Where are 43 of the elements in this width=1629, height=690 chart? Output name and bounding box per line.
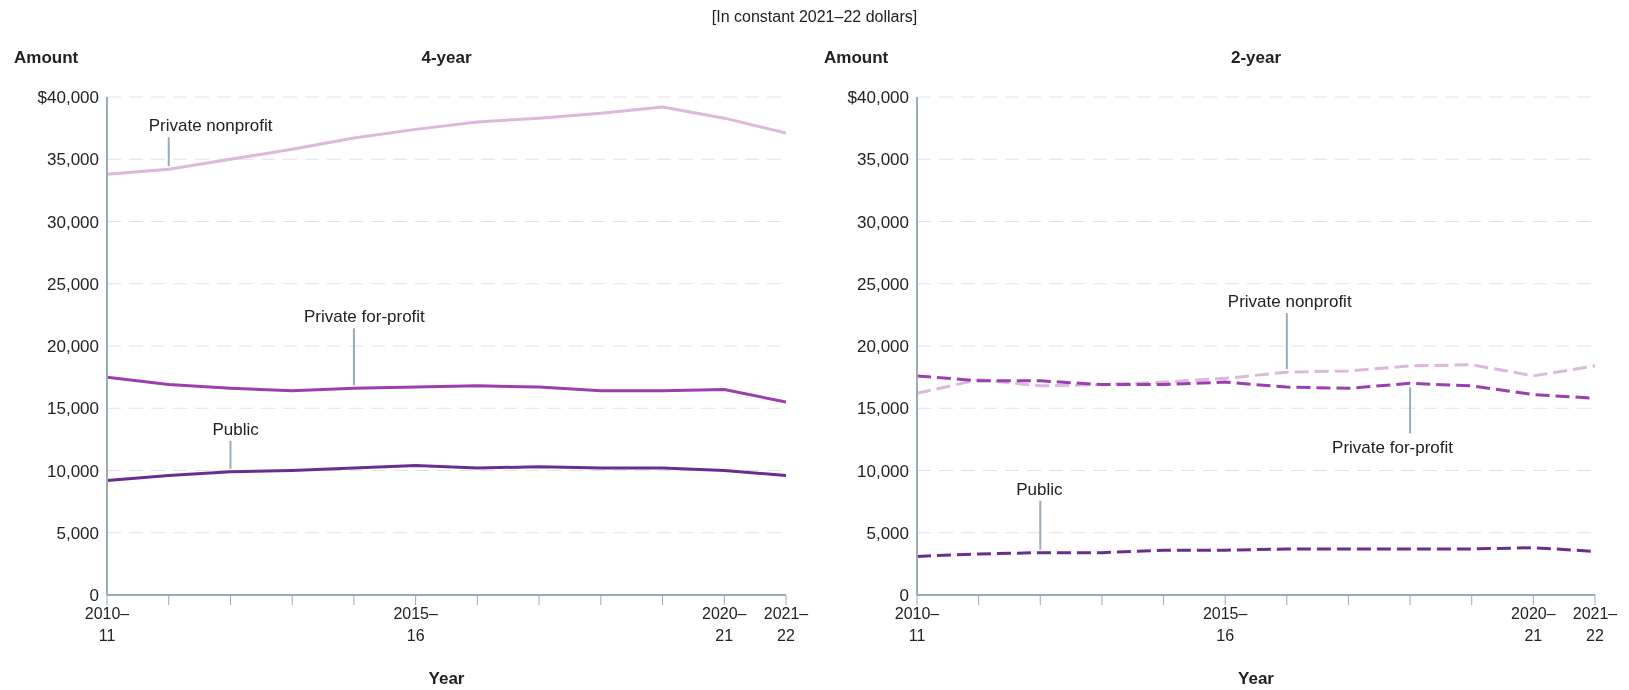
chart-subtitle: [In constant 2021–22 dollars]: [710, 8, 919, 26]
x-tick-label: 2010–11: [84, 605, 130, 644]
y-tick-label: 5,000: [866, 523, 909, 543]
text: Private nonprofit: [1227, 292, 1352, 312]
y-axis-title: Amount: [824, 48, 889, 68]
x-axis-title: Year: [428, 669, 465, 688]
y-tick-label: 30,000: [857, 212, 909, 232]
y-tick-label: 15,000: [47, 399, 99, 419]
y-tick-label: 35,000: [47, 150, 99, 170]
text: Private for-profit: [1332, 438, 1454, 458]
y-tick-label: 25,000: [47, 274, 99, 294]
y-tick-label: $40,000: [37, 88, 99, 108]
x-tick-label: 2015–16: [1202, 605, 1248, 644]
y-tick-label: 25,000: [857, 274, 909, 294]
x-tick-label: 2021–22: [763, 605, 809, 644]
y-tick-label: 10,000: [47, 461, 99, 481]
text: Public: [1016, 479, 1064, 499]
y-axis-title: Amount: [14, 48, 79, 68]
x-axis-title: Year: [1238, 669, 1275, 688]
chart-title: 2-year: [1229, 48, 1283, 68]
y-tick-label: 30,000: [47, 212, 99, 232]
y-tick-label: 20,000: [857, 337, 909, 357]
x-tick-label: 2021–22: [1572, 605, 1618, 644]
x-tick-label: 2010–11: [894, 605, 940, 644]
line-series: [917, 363, 1595, 395]
y-tick-label: 0: [89, 586, 99, 606]
series-label: Public: [212, 419, 260, 439]
x-tick-label: 2015–16: [393, 605, 438, 644]
chart-title: 4-year: [420, 48, 473, 68]
text: Private for-profit: [303, 307, 426, 327]
y-tick-label: 35,000: [857, 150, 909, 170]
y-tick-label: 10,000: [857, 461, 909, 481]
line-series: [107, 464, 786, 482]
x-tick-label: 2020–21: [702, 605, 747, 644]
line-series: [107, 105, 786, 176]
line-series: [107, 375, 786, 404]
y-tick-label: 15,000: [857, 399, 909, 419]
y-tick-label: $40,000: [847, 88, 909, 108]
x-tick-label: 2020–21: [1511, 605, 1556, 644]
y-tick-label: 0: [899, 586, 909, 606]
y-tick-label: 20,000: [47, 337, 99, 357]
series-label: Private nonprofit: [148, 116, 273, 136]
y-tick-label: 5,000: [56, 523, 99, 543]
